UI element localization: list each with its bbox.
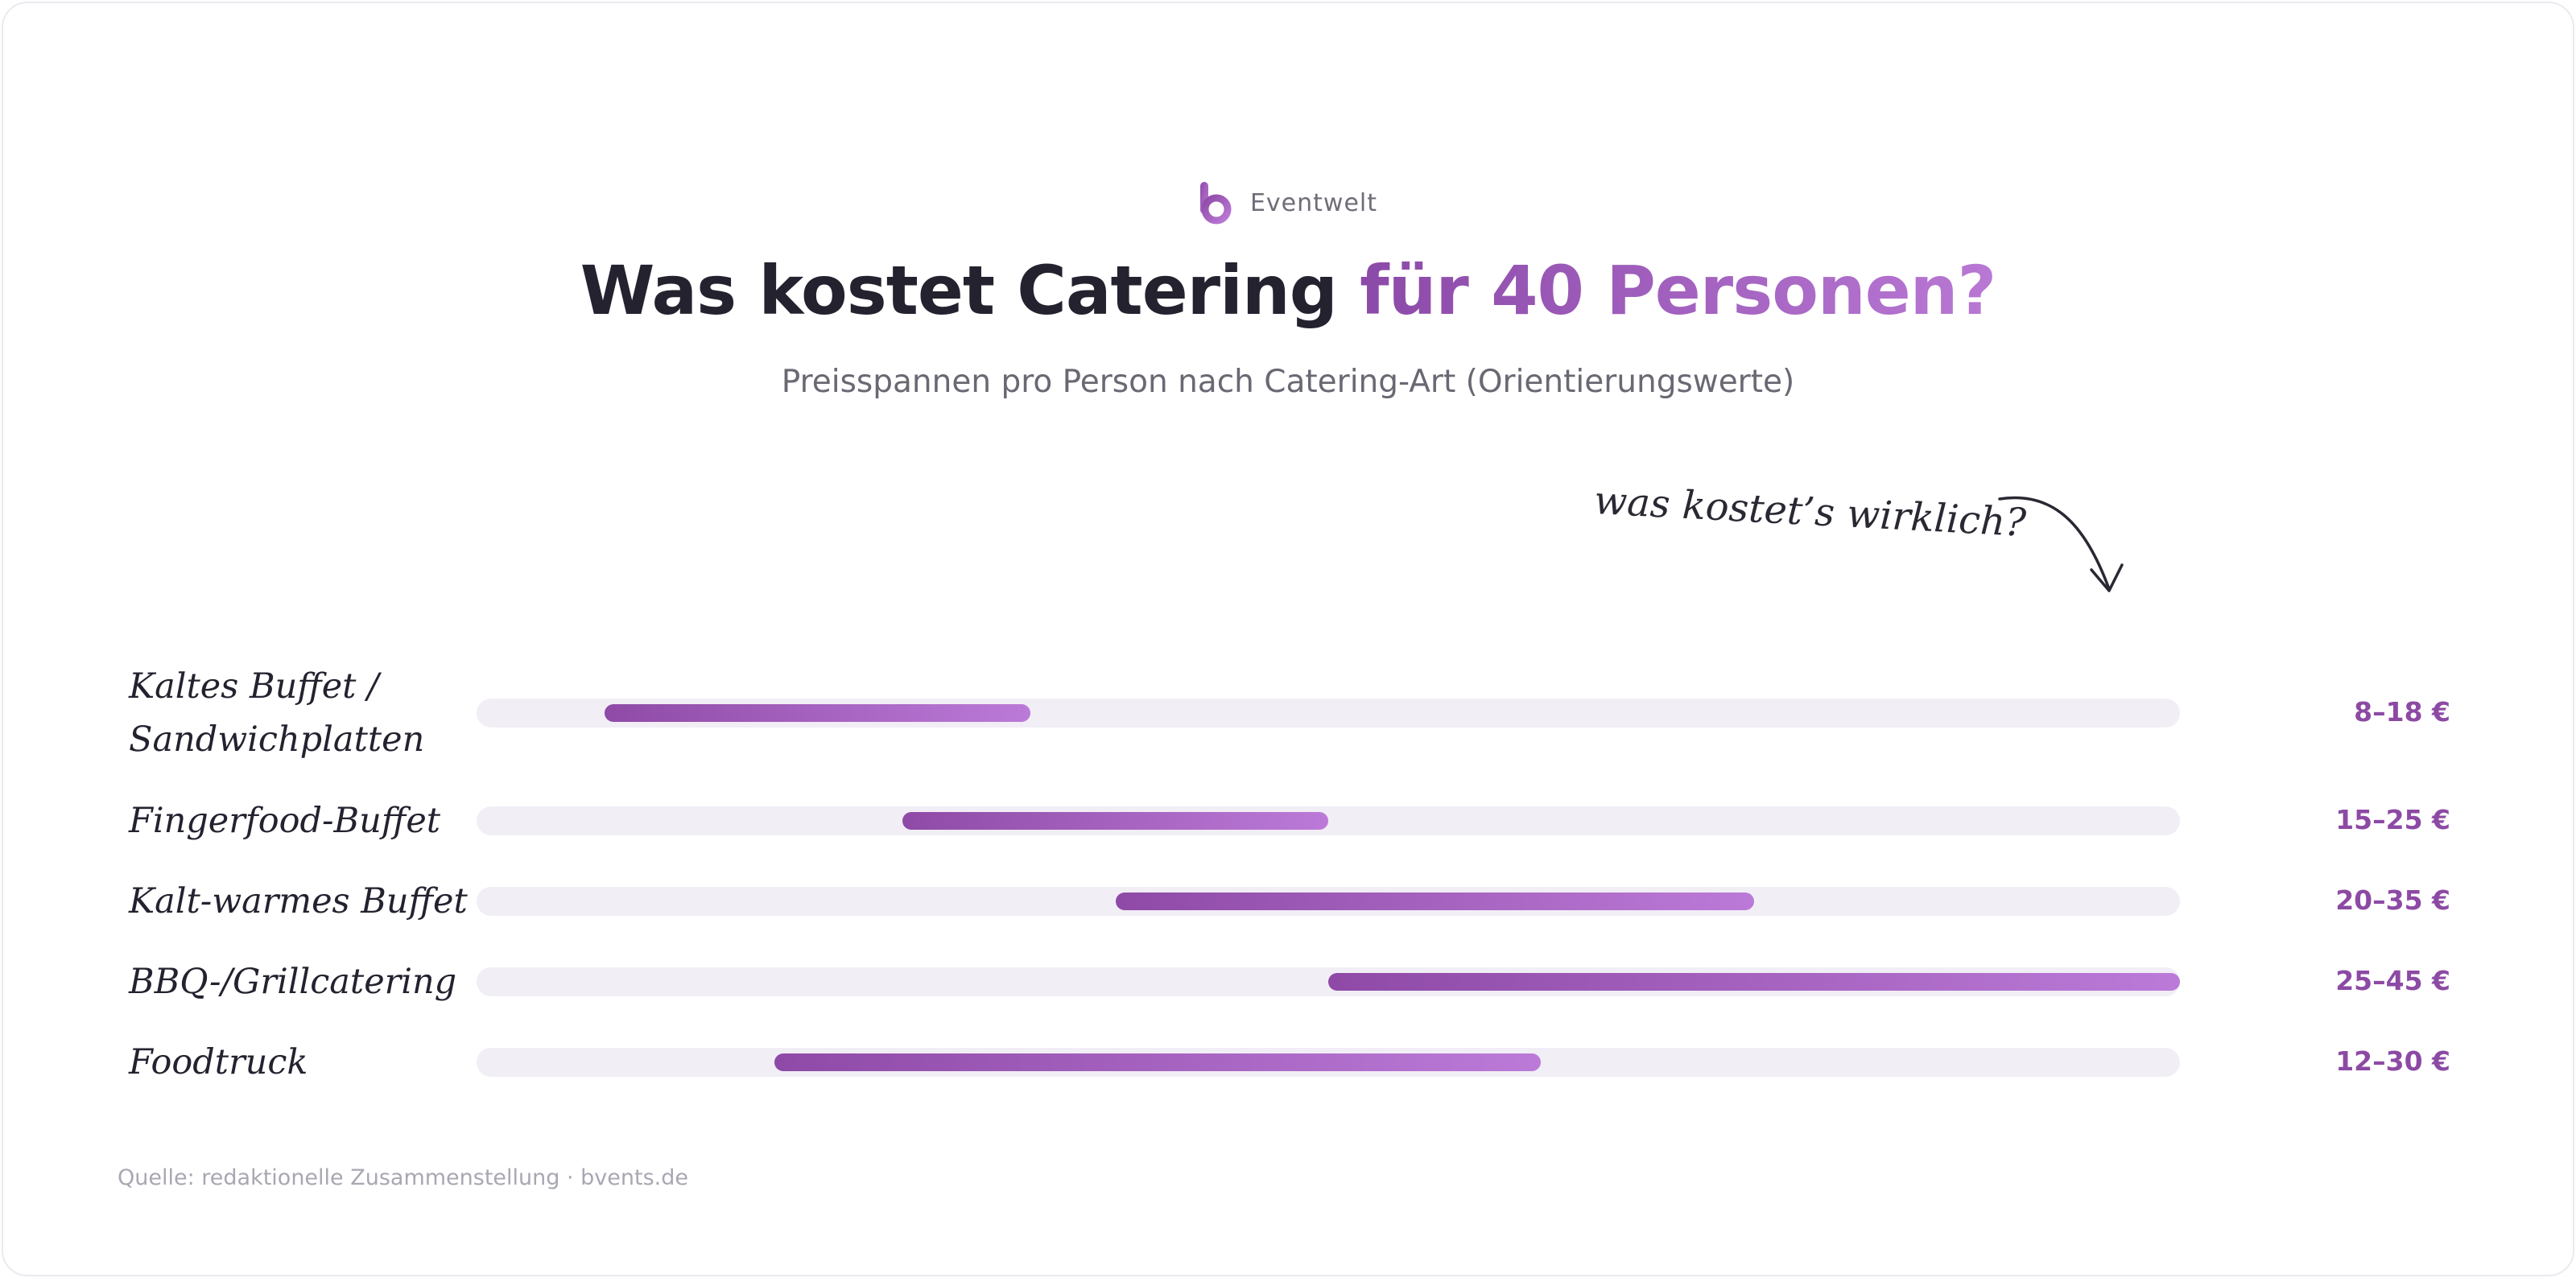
value-label: 20–35 € xyxy=(2335,884,2450,916)
range-bar xyxy=(774,1053,1542,1071)
category-label: Kalt-warmes Buffet xyxy=(129,875,468,928)
category-label: Fingerfood-Buffet xyxy=(129,794,440,847)
range-bar xyxy=(604,704,1030,722)
category-label: Foodtruck xyxy=(129,1036,308,1089)
bar-track xyxy=(477,806,2180,835)
category-label-line: Kaltes Buffet / xyxy=(129,666,379,707)
category-label-line: Foodtruck xyxy=(129,1042,308,1082)
chart-subtitle: Preisspannen pro Person nach Catering-Ar… xyxy=(781,364,1795,400)
range-bar xyxy=(1328,973,2180,991)
category-label-line: BBQ-/Grillcatering xyxy=(129,962,457,1002)
curved-arrow-icon xyxy=(1998,496,2124,592)
value-label: 15–25 € xyxy=(2335,804,2450,835)
value-label: 8–18 € xyxy=(2354,696,2450,728)
category-label-line: Kalt-warmes Buffet xyxy=(129,881,468,921)
chart-title: Was kostet Catering für 40 Personen? xyxy=(0,251,2576,330)
category-label: BBQ-/Grillcatering xyxy=(129,955,456,1008)
value-label: 12–30 € xyxy=(2335,1045,2450,1077)
brand: Eventwelt xyxy=(0,179,2576,227)
bvents-logo xyxy=(1199,182,1232,225)
title-main: Was kostet Catering xyxy=(580,251,1338,330)
title-accent: für 40 Personen? xyxy=(1360,251,1996,330)
source-note: Quelle: redaktionelle Zusammenstellung ·… xyxy=(118,1165,688,1190)
range-bar xyxy=(1115,893,1754,910)
brand-name: Eventwelt xyxy=(1249,188,1378,217)
category-label-line: Fingerfood-Buffet xyxy=(129,801,441,841)
category-label-line: Sandwichplatten xyxy=(129,719,425,760)
value-label: 25–45 € xyxy=(2335,965,2450,996)
category-label: Kaltes Buffet / Sandwichplatten xyxy=(129,660,424,766)
range-bar xyxy=(902,812,1328,830)
